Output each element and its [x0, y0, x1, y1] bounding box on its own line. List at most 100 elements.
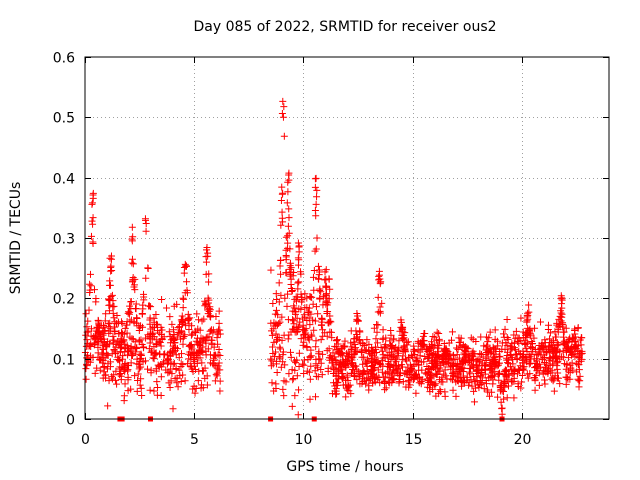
data-point: [146, 339, 154, 347]
data-point: [519, 356, 527, 364]
data-point: [311, 175, 319, 183]
data-point: [166, 332, 174, 340]
data-point: [150, 355, 158, 363]
data-point: [381, 386, 389, 394]
data-point: [421, 352, 429, 360]
data-point: [152, 365, 160, 373]
data-point: [119, 352, 127, 360]
data-point: [113, 312, 121, 320]
data-point: [398, 331, 406, 339]
data-point: [182, 262, 190, 270]
data-point: [285, 331, 293, 339]
data-point: [554, 369, 562, 377]
data-point: [130, 281, 138, 289]
data-point: [399, 378, 407, 386]
data-point: [179, 334, 187, 342]
data-point: [272, 320, 280, 328]
data-point: [435, 335, 443, 343]
data-point: [276, 354, 284, 362]
data-point: [494, 393, 502, 401]
data-point: [153, 320, 161, 328]
data-point: [461, 377, 469, 385]
data-point: [365, 348, 373, 356]
data-point: [397, 318, 405, 326]
data-point: [390, 353, 398, 361]
data-point: [473, 373, 481, 381]
data-point: [102, 310, 110, 318]
data-point: [131, 372, 139, 380]
data-point: [372, 358, 380, 366]
data-point: [124, 309, 132, 317]
data-point: [407, 365, 415, 373]
data-point: [374, 339, 382, 347]
data-point: [439, 351, 447, 359]
data-point: [518, 372, 526, 380]
data-point: [204, 345, 212, 353]
data-point: [313, 234, 321, 242]
data-point: [449, 361, 457, 369]
data-point: [286, 262, 294, 270]
data-point: [126, 318, 134, 326]
data-point: [131, 305, 139, 313]
data-point: [110, 371, 118, 379]
data-point: [103, 351, 111, 359]
data-point: [436, 386, 444, 394]
data-point: [566, 375, 574, 383]
data-point: [301, 290, 309, 298]
data-point: [279, 348, 287, 356]
data-point: [295, 278, 303, 286]
data-point: [409, 353, 417, 361]
data-point: [288, 366, 296, 374]
data-point: [332, 358, 340, 366]
data-point: [166, 384, 174, 392]
data-point: [186, 348, 194, 356]
data-point: [429, 385, 437, 393]
data-point: [457, 378, 465, 386]
data-point: [491, 326, 499, 334]
data-point: [271, 310, 279, 318]
data-point: [135, 327, 143, 335]
data-point: [518, 378, 526, 386]
data-point: [315, 275, 323, 283]
data-point: [353, 310, 361, 318]
data-point: [147, 366, 155, 374]
data-point: [545, 356, 553, 364]
data-point: [311, 317, 319, 325]
data-point: [157, 323, 165, 331]
axis-ticks: 0 0.1 0.2 0.3 0.4 0.5 0.6 0 5 10 15 20: [53, 51, 609, 448]
data-point: [318, 371, 326, 379]
data-point: [138, 323, 146, 331]
data-point: [452, 392, 460, 400]
data-point: [556, 380, 564, 388]
data-point: [190, 382, 198, 390]
data-point: [574, 342, 582, 350]
data-point: [503, 394, 511, 402]
data-point: [278, 214, 286, 222]
data-point: [549, 374, 557, 382]
data-point: [204, 249, 212, 257]
data-point: [553, 352, 561, 360]
data-point: [510, 377, 518, 385]
data-point: [503, 315, 511, 323]
data-point: [405, 368, 413, 376]
data-point: [331, 353, 339, 361]
data-point: [214, 340, 222, 348]
data-point: [203, 381, 211, 389]
data-point: [500, 330, 507, 338]
y-tick-label: 0.5: [53, 111, 75, 127]
data-point: [106, 301, 114, 309]
data-point: [377, 361, 385, 369]
data-point: [129, 260, 137, 268]
data-point: [283, 199, 291, 207]
data-point: [415, 366, 423, 374]
data-point: [121, 324, 129, 332]
data-point: [185, 355, 193, 363]
data-point: [175, 354, 183, 362]
y-tick-label: 0.4: [53, 172, 75, 188]
data-point: [105, 296, 113, 304]
data-point: [146, 330, 154, 338]
data-point: [292, 297, 300, 305]
data-point: [106, 277, 114, 285]
data-point: [272, 348, 280, 356]
data-point: [550, 387, 558, 395]
